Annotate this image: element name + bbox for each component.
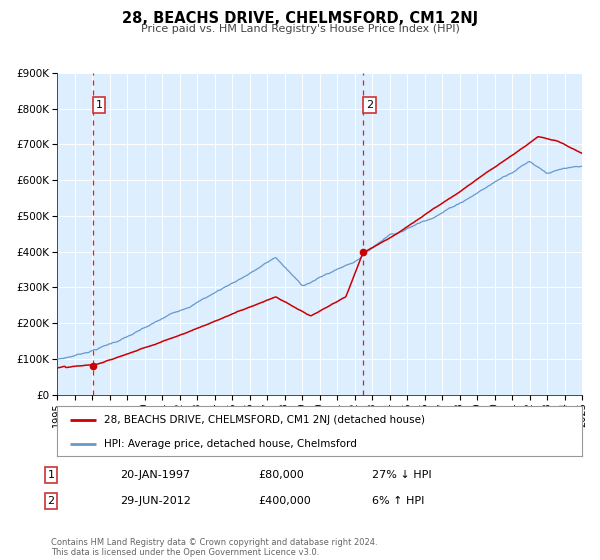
Text: 28, BEACHS DRIVE, CHELMSFORD, CM1 2NJ: 28, BEACHS DRIVE, CHELMSFORD, CM1 2NJ [122,11,478,26]
Text: 6% ↑ HPI: 6% ↑ HPI [372,496,424,506]
Text: 29-JUN-2012: 29-JUN-2012 [120,496,191,506]
Text: 1: 1 [95,100,103,110]
Text: Contains HM Land Registry data © Crown copyright and database right 2024.
This d: Contains HM Land Registry data © Crown c… [51,538,377,557]
Text: £80,000: £80,000 [258,470,304,480]
Text: £400,000: £400,000 [258,496,311,506]
Text: 2: 2 [366,100,373,110]
Text: 20-JAN-1997: 20-JAN-1997 [120,470,190,480]
Text: HPI: Average price, detached house, Chelmsford: HPI: Average price, detached house, Chel… [104,439,357,449]
Text: 2: 2 [47,496,55,506]
Text: Price paid vs. HM Land Registry's House Price Index (HPI): Price paid vs. HM Land Registry's House … [140,24,460,34]
Text: 27% ↓ HPI: 27% ↓ HPI [372,470,431,480]
Text: 28, BEACHS DRIVE, CHELMSFORD, CM1 2NJ (detached house): 28, BEACHS DRIVE, CHELMSFORD, CM1 2NJ (d… [104,415,425,425]
Text: 1: 1 [47,470,55,480]
